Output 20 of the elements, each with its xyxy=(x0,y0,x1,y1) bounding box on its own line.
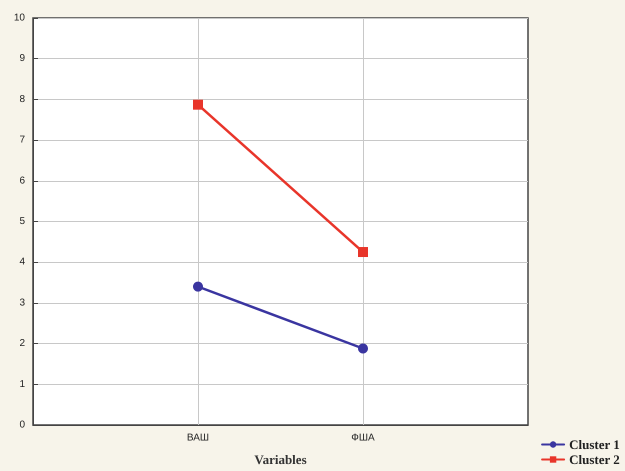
x-axis-title: Variables xyxy=(254,452,307,467)
legend-label: Cluster 2 xyxy=(569,452,620,467)
y-tick-label: 6 xyxy=(19,175,26,186)
point xyxy=(193,282,203,292)
y-tick-label: 5 xyxy=(19,216,26,227)
y-tick-label: 3 xyxy=(19,297,26,308)
x-tick-label: ВАШ xyxy=(186,432,210,444)
point xyxy=(358,247,368,258)
y-tick-label: 10 xyxy=(14,12,26,24)
y-tick-label: 2 xyxy=(19,338,26,350)
legend-label: Cluster 1 xyxy=(569,437,620,452)
y-tick-label: 4 xyxy=(19,256,26,268)
point xyxy=(358,343,368,354)
y-tick-label: 1 xyxy=(19,378,26,390)
y-tick-label: 0 xyxy=(19,420,26,430)
y-tick-label: 8 xyxy=(19,94,26,105)
x-tick-label: ФША xyxy=(351,432,376,444)
y-tick-label: 9 xyxy=(19,53,26,64)
y-tick-label: 7 xyxy=(19,134,26,146)
point xyxy=(193,100,203,110)
